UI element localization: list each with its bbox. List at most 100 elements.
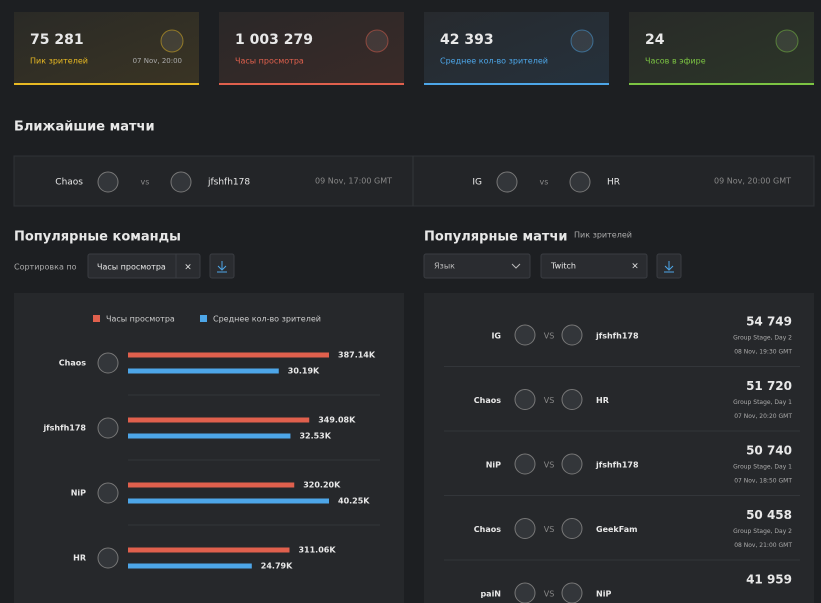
vs: vs (540, 178, 549, 187)
stat-label: Часов в эфире (645, 57, 706, 66)
match-date: 08 Nov, 21:00 GMT (734, 542, 792, 549)
upcoming-panel (13, 155, 815, 207)
clear-icon[interactable]: × (631, 262, 639, 272)
viewers: 41 959 (746, 573, 792, 587)
team-name: jfshfh178 (595, 332, 639, 341)
value-label: 320.20K (303, 481, 341, 490)
bar (128, 547, 290, 553)
team-logo (514, 453, 536, 475)
team-name: IG (491, 332, 501, 341)
subtitle: Пик зрителей (574, 231, 632, 240)
bar (128, 433, 291, 439)
stat-icon (570, 29, 594, 53)
viewers: 50 458 (746, 508, 792, 522)
match-date: 07 Nov, 18:50 GMT (734, 478, 792, 485)
match-time: 09 Nov, 17:00 GMT (315, 177, 392, 186)
stat-accent (629, 83, 814, 85)
team-name: jfshfh178 (42, 424, 86, 433)
stat-value: 1 003 279 (235, 32, 313, 48)
stage: Group Stage, Day 1 (733, 464, 792, 471)
team-logo (561, 453, 583, 475)
legend-label: Часы просмотра (106, 315, 175, 324)
stage: Group Stage, Day 2 (733, 528, 792, 535)
match-date: 08 Nov, 19:30 GMT (734, 349, 792, 356)
stat-accent (14, 83, 199, 85)
team-logo (561, 324, 583, 346)
section-title: Ближайшие матчи (14, 120, 155, 135)
team-logo (514, 324, 536, 346)
team-name: NiP (486, 461, 501, 470)
team-logo (514, 582, 536, 603)
team-name: NiP (71, 489, 86, 498)
stat-icon (775, 29, 799, 53)
vs: VS (544, 461, 555, 470)
bar (128, 368, 279, 374)
viewers: 51 720 (746, 379, 792, 393)
team-name: Chaos (59, 359, 86, 368)
section-title: Популярные команды (14, 230, 181, 245)
platform-select[interactable] (540, 253, 648, 279)
clear-icon[interactable]: × (184, 263, 192, 273)
team-name: HR (73, 554, 86, 563)
section-title: Популярные матчи (424, 230, 568, 245)
team-logo (514, 389, 536, 410)
team-name: jfshfh178 (595, 461, 639, 470)
team-name: IG (472, 178, 482, 188)
bar (128, 498, 329, 504)
team-name: paiN (480, 590, 501, 599)
matches-panel (424, 293, 814, 603)
sort-select[interactable] (87, 253, 201, 279)
stat-value: 75 281 (30, 32, 84, 48)
team-logo (569, 171, 591, 193)
team-logo (561, 518, 583, 539)
viewers: 50 740 (746, 444, 792, 458)
team-logo (496, 171, 518, 193)
bar (128, 563, 252, 569)
legend-swatch (93, 315, 100, 322)
team-logo (97, 482, 119, 504)
vs: vs (141, 178, 150, 187)
stat-icon (160, 29, 184, 53)
team-name: GeekFam (596, 525, 637, 534)
download-icon (664, 261, 674, 273)
stat-card (14, 12, 199, 85)
stat-label: Часы просмотра (235, 57, 304, 66)
match-time: 09 Nov, 20:00 GMT (714, 177, 791, 186)
legend-swatch (200, 315, 207, 322)
stat-icon (365, 29, 389, 53)
vs: VS (544, 525, 555, 534)
team-name: Chaos (55, 178, 83, 188)
team-logo (97, 352, 119, 374)
sort-label: Сортировка по (14, 263, 77, 272)
stage: Group Stage, Day 1 (733, 399, 792, 406)
language-select[interactable] (423, 253, 531, 279)
team-name: HR (596, 396, 609, 405)
team-logo (561, 582, 583, 603)
team-name: Chaos (474, 396, 501, 405)
value-label: 32.53K (299, 432, 331, 441)
stat-card (219, 12, 404, 85)
value-label: 349.08K (318, 416, 356, 425)
team-logo (97, 417, 119, 439)
stat-value: 24 (645, 32, 665, 48)
team-logo (514, 518, 536, 539)
team-logo (97, 171, 119, 193)
platform-value: Twitch (550, 262, 576, 271)
chevron (511, 263, 521, 269)
team-name: HR (607, 178, 620, 188)
stat-date: 07 Nov, 20:00 (133, 57, 182, 65)
bar (128, 482, 295, 488)
vs: VS (544, 332, 555, 341)
stat-label: Пик зрителей (30, 57, 88, 66)
value-label: 40.25K (338, 497, 370, 506)
stat-card (629, 12, 814, 85)
team-logo (561, 389, 583, 410)
vs: VS (544, 396, 555, 405)
stage: Group Stage, Day 2 (733, 335, 792, 342)
team-logo (170, 171, 192, 193)
stat-accent (219, 83, 404, 85)
stat-card (424, 12, 609, 85)
bar (128, 417, 310, 423)
